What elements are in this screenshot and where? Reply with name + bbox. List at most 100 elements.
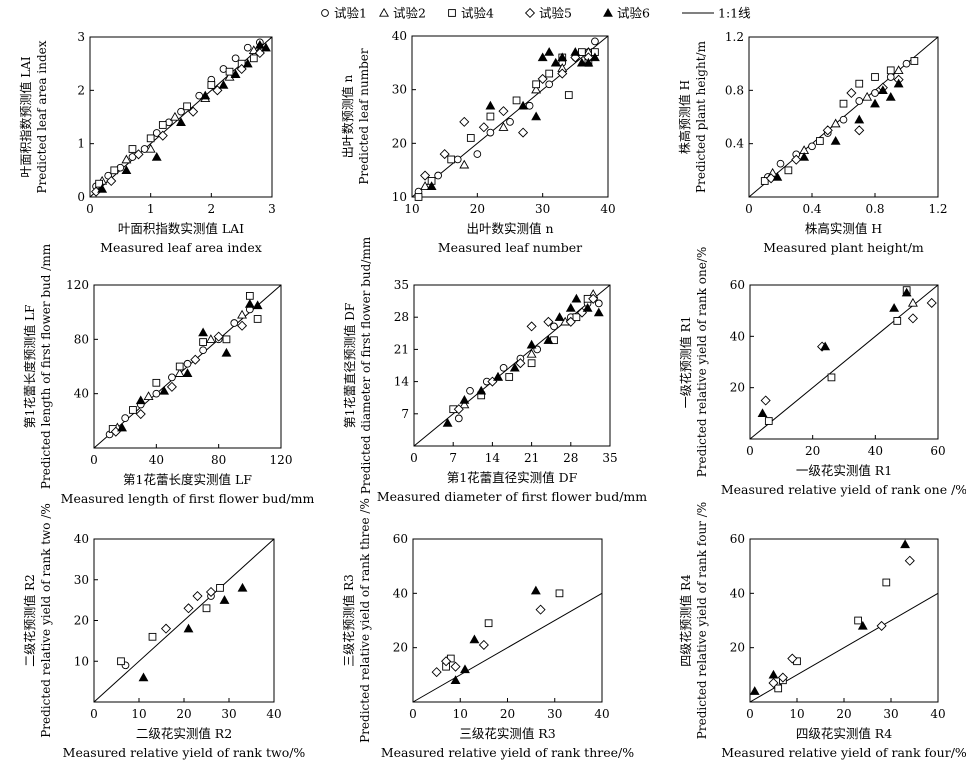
- data-point: [871, 73, 879, 81]
- data-point: [593, 307, 604, 317]
- data-point: [885, 91, 896, 101]
- scatter-panel-5: 0 7 14 21 28 35 7 14 21 28 35 第1花蕾直径实测值 DF Measured …: [342, 236, 647, 504]
- data-point: [110, 166, 119, 175]
- data-point: [484, 619, 493, 628]
- y-tick-label: 60: [730, 532, 745, 546]
- legend-marker: [379, 7, 389, 17]
- data-point: [893, 317, 902, 325]
- x-tick-label: 1: [147, 202, 155, 216]
- y-tick-label: 120: [66, 278, 89, 292]
- data-point: [95, 179, 103, 188]
- data-point: [213, 331, 224, 342]
- y-tick-label: 20: [730, 641, 745, 655]
- data-point: [459, 116, 470, 127]
- x-tick-label: 0: [86, 202, 94, 216]
- x-tick-label: 0: [90, 453, 98, 467]
- data-point: [460, 664, 470, 674]
- scatter-panel-6: 0 20 40 60 20 40 60 一级花实测值 R1 Measured relative …: [678, 247, 966, 497]
- data-point: [199, 338, 207, 346]
- y-tick-label: 30: [392, 83, 407, 97]
- y-tick-label: 28: [394, 310, 409, 324]
- scatter-panel-8: 0 10 20 30 40 20 40 60 三级花实测值 R3 Measured relativ…: [341, 498, 634, 760]
- data-point: [431, 667, 442, 678]
- x-tick-label: 40: [149, 453, 164, 467]
- x-axis-label-en: Measured relative yield of rank two/%: [63, 745, 306, 760]
- data-point: [97, 183, 108, 193]
- data-point: [420, 181, 431, 190]
- y-axis-label-en: Predicted relative yield of rank four /%: [695, 502, 709, 739]
- data-point: [565, 316, 576, 327]
- data-point: [466, 134, 475, 142]
- y-axis-label-zh: 株高预测值 H: [677, 80, 692, 154]
- x-tick-label: 20: [836, 707, 851, 721]
- y-tick-label: 3: [77, 30, 85, 44]
- data-point: [830, 118, 841, 128]
- data-point: [159, 385, 170, 395]
- data-point: [907, 297, 918, 307]
- data-point: [192, 591, 203, 602]
- x-tick-label: 0.8: [865, 202, 884, 216]
- plot-frame: [93, 284, 282, 449]
- data-point: [245, 292, 254, 300]
- x-tick-label: 40: [266, 707, 281, 721]
- legend: 试验1 试验2 试验4 试验5 试验6 1:1线: [321, 6, 751, 21]
- data-point: [498, 122, 509, 131]
- data-point: [576, 57, 587, 67]
- data-point: [166, 381, 177, 392]
- data-point: [839, 115, 848, 124]
- data-point: [439, 149, 450, 160]
- data-point: [555, 589, 564, 598]
- data-point: [254, 39, 265, 49]
- legend-label: 1:1线: [718, 6, 751, 21]
- data-point: [544, 47, 555, 56]
- x-tick-label: 10: [131, 707, 146, 721]
- data-point: [182, 368, 193, 377]
- scatter-panel-1: 0 1 2 3 0 1 2 3 叶面积指数实测值 LAI Measured leaf area i…: [18, 30, 276, 255]
- data-point: [151, 151, 162, 161]
- x-axis-label-zh: 二级花实测值 R2: [136, 726, 232, 741]
- x-tick-label: 80: [211, 453, 226, 467]
- data-point: [486, 128, 495, 137]
- x-tick-label: 0: [409, 707, 417, 721]
- data-point: [876, 620, 887, 631]
- data-point: [893, 65, 904, 74]
- data-point: [857, 620, 868, 630]
- scatter-panel-4: 0 40 80 120 40 80 120 第1花蕾长度实测值 LF Measured leng…: [22, 243, 314, 506]
- legend-marker: [321, 9, 329, 17]
- data-point: [261, 42, 271, 52]
- data-point: [532, 80, 540, 89]
- data-point: [441, 656, 452, 667]
- data-point: [590, 52, 600, 62]
- data-point: [121, 154, 132, 164]
- data-point: [146, 134, 155, 143]
- scatter-panel-9: 0 10 20 30 40 20 40 60 四级花实测值 R4 Measured relativ…: [678, 502, 966, 760]
- data-point: [454, 414, 463, 423]
- one-to-one-line: [749, 284, 939, 440]
- y-tick-label: 0: [77, 190, 85, 204]
- data-point: [183, 603, 194, 614]
- data-point: [183, 623, 194, 633]
- y-tick-label: 80: [74, 332, 89, 346]
- data-point: [525, 101, 534, 110]
- data-point: [442, 417, 453, 427]
- data-point: [855, 79, 864, 88]
- legend-marker: [448, 9, 456, 17]
- x-tick-label: 7: [449, 451, 457, 465]
- x-tick-label: 20: [500, 707, 515, 721]
- data-point: [776, 159, 785, 168]
- legend-label: 试验4: [461, 6, 494, 21]
- data-point: [175, 362, 184, 371]
- data-point: [135, 395, 146, 405]
- x-axis-label-en: Measured relative yield of rank four/%: [721, 745, 966, 760]
- data-point: [205, 586, 217, 598]
- y-tick-label: 40: [74, 532, 89, 546]
- y-tick-label: 20: [730, 381, 745, 395]
- data-point: [216, 584, 224, 592]
- x-tick-label: 0: [90, 707, 98, 721]
- data-point: [537, 73, 548, 84]
- data-point: [530, 585, 541, 595]
- data-point: [774, 684, 783, 693]
- x-tick-label: 30: [221, 707, 236, 721]
- x-tick-label: 120: [270, 453, 293, 467]
